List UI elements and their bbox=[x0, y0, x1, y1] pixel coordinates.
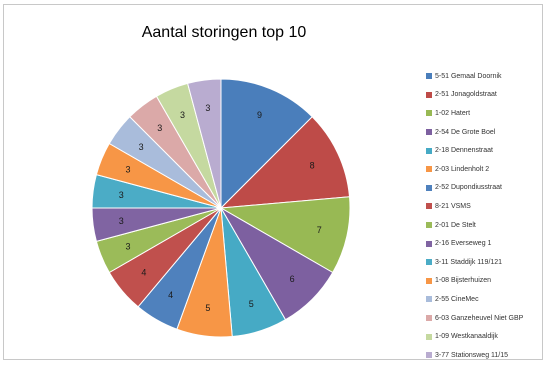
legend-swatch bbox=[426, 315, 432, 322]
pie-data-label: 4 bbox=[168, 290, 173, 300]
legend-item: 3-77 Stationsweg 11/15 bbox=[426, 346, 542, 365]
legend-label: 2-03 Lindenholt 2 bbox=[435, 165, 490, 173]
legend-label: 8-21 VSMS bbox=[435, 202, 471, 210]
pie-data-label: 9 bbox=[257, 110, 262, 120]
chart-title: Aantal storingen top 10 bbox=[141, 24, 307, 41]
legend-item: 2-03 Lindenholt 2 bbox=[426, 160, 542, 179]
chart-area: Aantal storingen top 10 9 8 7 6 5 5 4 4 3 3 3 3 3 3 3 3… bbox=[3, 4, 543, 360]
legend-label: 3-77 Stationsweg 11/15 bbox=[435, 351, 509, 359]
legend-item: 5-51 Gemaal Doornik bbox=[426, 67, 542, 86]
pie-data-label: 3 bbox=[139, 142, 144, 152]
legend-swatch bbox=[426, 277, 432, 284]
legend-item: 1-08 Bijsterhuizen bbox=[426, 272, 542, 291]
legend-swatch bbox=[426, 203, 432, 210]
pie-data-label: 3 bbox=[157, 123, 162, 133]
pie-data-label: 5 bbox=[249, 299, 254, 309]
pie-slice bbox=[186, 78, 222, 209]
legend-swatch bbox=[426, 184, 432, 191]
legend-label: 2-01 De Stelt bbox=[435, 221, 476, 229]
legend-label: 2-52 Dupondiusstraat bbox=[435, 184, 502, 192]
pie-data-label: 3 bbox=[126, 164, 131, 174]
pie-data-label: 5 bbox=[205, 303, 210, 313]
legend-item: 3-11 Staddijk 119/121 bbox=[426, 253, 542, 272]
pie-slice bbox=[220, 78, 313, 210]
legend-item: 2-54 De Grote Boel bbox=[426, 123, 542, 142]
legend-label: 6-03 Ganzeheuvel Niet GBP bbox=[435, 314, 524, 322]
legend-item: 2-16 Everseweg 1 bbox=[426, 234, 542, 253]
pie-data-label: 3 bbox=[119, 216, 124, 226]
legend-label: 3-11 Staddijk 119/121 bbox=[435, 258, 503, 266]
pie-chart: 9 8 7 6 5 5 4 4 3 3 3 3 3 3 3 3 bbox=[91, 78, 351, 338]
legend-swatch bbox=[426, 91, 432, 98]
pie-data-label: 6 bbox=[290, 274, 295, 284]
legend-swatch bbox=[426, 129, 432, 136]
legend-item: 6-03 Ganzeheuvel Niet GBP bbox=[426, 309, 542, 328]
legend-swatch bbox=[426, 147, 432, 154]
legend-label: 2-51 Jonagoldstraat bbox=[435, 91, 497, 99]
pie-data-label: 4 bbox=[141, 268, 146, 278]
legend-swatch bbox=[426, 222, 432, 229]
pie-data-label: 3 bbox=[205, 103, 210, 113]
legend-label: 1-08 Bijsterhuizen bbox=[435, 277, 492, 285]
legend-item: 2-01 De Stelt bbox=[426, 216, 542, 235]
legend-swatch bbox=[426, 296, 432, 303]
pie-data-label: 3 bbox=[119, 190, 124, 200]
legend-label: 5-51 Gemaal Doornik bbox=[435, 72, 502, 80]
legend-label: 2-16 Everseweg 1 bbox=[435, 240, 492, 248]
legend-label: 1-09 Westkanaaldijk bbox=[435, 333, 498, 341]
legend-swatch bbox=[426, 259, 432, 266]
chart-legend: 5-51 Gemaal Doornik 2-51 Jonagoldstraat 1-… bbox=[426, 67, 542, 365]
legend-swatch bbox=[426, 352, 432, 359]
legend-label: 1-02 Hatert bbox=[435, 109, 471, 117]
legend-item: 2-52 Dupondiusstraat bbox=[426, 179, 542, 198]
legend-item: 2-55 CineMec bbox=[426, 290, 542, 309]
legend-swatch bbox=[426, 333, 432, 340]
pie-data-label: 7 bbox=[317, 225, 322, 235]
legend-item: 2-51 Jonagoldstraat bbox=[426, 86, 542, 105]
legend-label: 2-18 Dennenstraat bbox=[435, 147, 493, 155]
pie-data-label: 8 bbox=[310, 160, 315, 170]
legend-swatch bbox=[426, 166, 432, 173]
legend-label: 2-54 De Grote Boel bbox=[435, 128, 496, 136]
pie-slice bbox=[219, 196, 351, 274]
legend-swatch bbox=[426, 73, 432, 80]
legend-item: 8-21 VSMS bbox=[426, 197, 542, 216]
legend-swatch bbox=[426, 240, 432, 247]
pie-data-label: 3 bbox=[180, 110, 185, 120]
legend-item: 1-02 Hatert bbox=[426, 104, 542, 123]
pie-slice bbox=[219, 116, 351, 209]
pie-data-label: 3 bbox=[126, 242, 131, 252]
legend-label: 2-55 CineMec bbox=[435, 295, 479, 303]
legend-item: 2-18 Dennenstraat bbox=[426, 141, 542, 160]
legend-item: 1-09 Westkanaaldijk bbox=[426, 327, 542, 346]
legend-swatch bbox=[426, 110, 432, 117]
